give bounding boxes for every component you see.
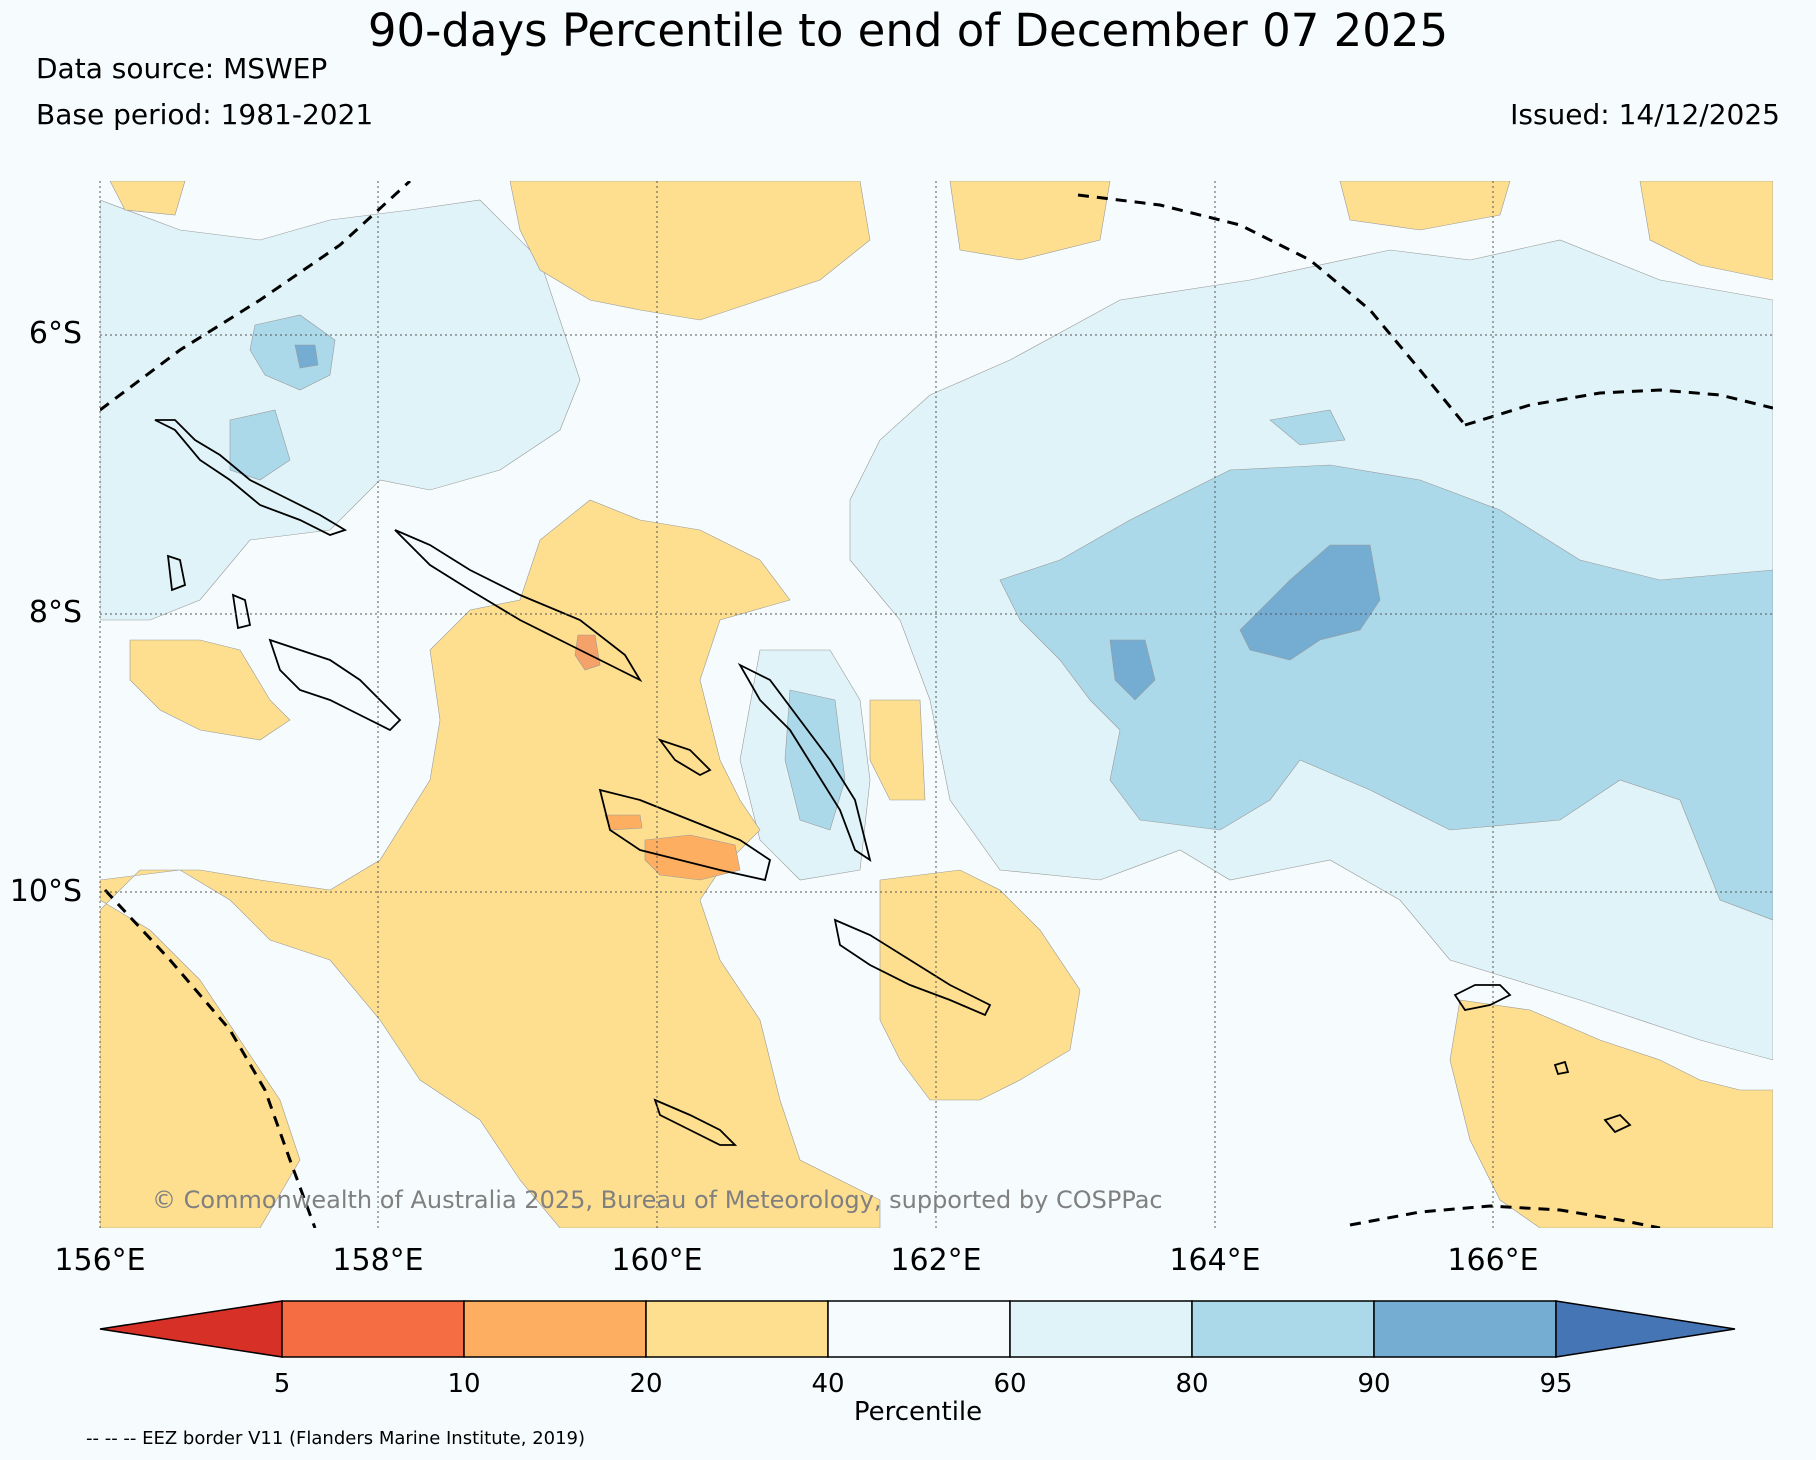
colorbar-tick-60: 60 — [993, 1369, 1026, 1399]
colorbar-40-60 — [827, 1300, 1011, 1358]
contour-80-90-nw — [249, 314, 336, 391]
contour-80-90-west — [229, 409, 291, 481]
colorbar-tick-40: 40 — [811, 1369, 844, 1399]
contour-20-40-south-central — [100, 499, 881, 1228]
colorbar-above-95 — [1555, 1300, 1736, 1358]
contour-90-95-small — [1109, 639, 1156, 701]
eez-border-note: -- -- -- EEZ border V11 (Flanders Marine… — [86, 1428, 586, 1449]
lon-label-162e: 162°E — [890, 1243, 981, 1278]
copyright-notice: © Commonwealth of Australia 2025, Bureau… — [152, 1186, 1163, 1214]
colorbar-ticks: 5 10 20 40 60 80 90 95 Percentile — [274, 1369, 1573, 1427]
colorbar-tick-90: 90 — [1357, 1369, 1390, 1399]
colorbar-tick-10: 10 — [447, 1369, 480, 1399]
colorbar-below-5 — [99, 1300, 283, 1358]
contour-80-90-ne — [1269, 409, 1346, 446]
eez-border-nw — [100, 181, 412, 412]
map-panel: 6°S 8°S 10°S 156°E 158°E 160°E 162°E 164… — [10, 181, 1773, 1278]
lon-label-160e: 160°E — [611, 1243, 702, 1278]
colorbar-10-20 — [463, 1300, 647, 1358]
contour-20-40-west — [129, 639, 291, 741]
coast-santa-isabel — [737, 662, 872, 863]
coast-bougainville — [154, 419, 348, 536]
lon-label-158e: 158°E — [332, 1243, 423, 1278]
contour-20-40-se — [1449, 999, 1773, 1228]
contour-80-90-east — [999, 464, 1773, 921]
issued-date-label: Issued: 14/12/2025 — [1510, 98, 1780, 131]
percentile-contours — [100, 181, 1773, 1228]
colorbar-60-80 — [1009, 1300, 1193, 1358]
colorbar-20-40 — [645, 1300, 829, 1358]
contour-20-40-north — [509, 181, 871, 321]
data-source-label: Data source: MSWEP — [36, 52, 328, 85]
base-period-label: Base period: 1981-2021 — [36, 98, 374, 131]
eez-borders — [100, 181, 1773, 1228]
colorbar-90-95 — [1373, 1300, 1557, 1358]
colorbar-label: Percentile — [854, 1397, 982, 1427]
lat-label-8s: 8°S — [29, 595, 82, 630]
coastlines — [154, 419, 1632, 1146]
lat-label-6s: 6°S — [29, 316, 82, 351]
contour-10-20-c — [574, 634, 601, 671]
colorbar-tick-5: 5 — [274, 1369, 291, 1399]
lon-label-164e: 164°E — [1169, 1243, 1260, 1278]
contour-20-40-nw-top — [109, 181, 186, 216]
lat-label-10s: 10°S — [10, 874, 82, 909]
colorbar-tick-80: 80 — [1175, 1369, 1208, 1399]
colorbar-5-10 — [281, 1300, 465, 1358]
eez-border-sw — [103, 888, 317, 1228]
eez-border-ne — [1077, 193, 1467, 426]
eez-border-se — [1349, 1204, 1661, 1228]
coast-islet-1 — [1553, 1060, 1570, 1076]
contour-90-95-east — [1239, 544, 1381, 661]
coast-makira — [833, 918, 992, 1017]
eez-border-east — [1464, 388, 1773, 427]
coast-islet-3 — [231, 593, 252, 630]
graticule — [99, 181, 1773, 1228]
lon-label-166e: 166°E — [1447, 1243, 1538, 1278]
colorbar-tick-95: 95 — [1539, 1369, 1572, 1399]
coast-rennell — [653, 1098, 738, 1146]
contour-20-40-south-east — [879, 869, 1081, 1101]
contour-20-40-east-isl — [869, 699, 926, 801]
coast-vanikoro — [1603, 1113, 1632, 1134]
contour-10-20-b — [604, 814, 643, 831]
contour-20-40-north2 — [949, 181, 1111, 261]
map-title: 90-days Percentile to end of December 07… — [367, 4, 1449, 57]
lon-label-156e: 156°E — [54, 1243, 145, 1278]
colorbar-tick-20: 20 — [629, 1369, 662, 1399]
coast-new-georgia — [268, 638, 402, 732]
coast-ndende — [1453, 984, 1512, 1012]
coast-choiseul — [394, 529, 643, 683]
contour-90-95-nw — [294, 344, 319, 369]
contour-20-40-ne — [1339, 181, 1511, 231]
coast-malaita-small — [657, 738, 712, 777]
contour-20-40-ne2 — [1639, 181, 1773, 281]
colorbar — [99, 1300, 1736, 1358]
colorbar-80-90 — [1191, 1300, 1375, 1358]
coast-islet-2 — [166, 554, 187, 592]
coast-guadalcanal — [598, 788, 772, 882]
contour-60-80-nw — [100, 199, 581, 621]
